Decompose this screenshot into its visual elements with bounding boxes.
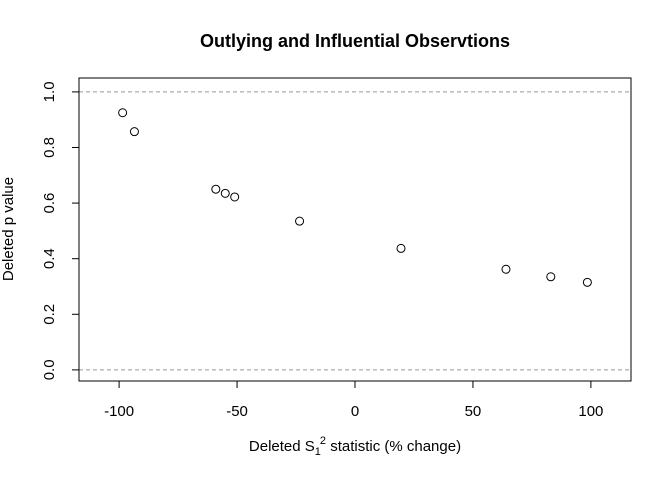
y-tick-label: 1.0 [41, 81, 58, 102]
data-points [118, 108, 592, 287]
x-axis-label-superscript: 2 [320, 435, 326, 447]
y-tick-label: 0.6 [41, 193, 58, 214]
x-tick-label: -100 [104, 403, 134, 420]
data-point [118, 108, 128, 118]
x-tick-label: 50 [465, 403, 482, 420]
data-point [295, 216, 305, 226]
y-tick-label: 0.4 [41, 248, 58, 269]
data-point [211, 184, 221, 194]
data-point [501, 264, 511, 274]
data-point [220, 188, 230, 198]
x-tick-label: -50 [226, 403, 248, 420]
x-axis-label-prefix: Deleted S [249, 438, 315, 455]
x-tick-label: 100 [578, 403, 603, 420]
data-point [546, 272, 556, 282]
data-point [230, 192, 240, 202]
data-point [582, 277, 592, 287]
y-tick-label: 0.0 [41, 359, 58, 380]
y-tick-label: 0.2 [41, 304, 58, 325]
chart-title: Outlying and Influential Observtions [200, 31, 510, 51]
y-axis: 0.0 0.2 0.4 0.6 0.8 1.0 [41, 81, 80, 380]
data-point [129, 127, 139, 137]
y-tick-label: 0.8 [41, 137, 58, 158]
data-point [396, 243, 406, 253]
reference-lines [79, 91, 631, 371]
x-tick-label: 0 [351, 403, 359, 420]
x-axis: -100 -50 0 50 100 [104, 380, 603, 420]
y-axis-label: Deleted p value [0, 177, 17, 281]
x-axis-label-suffix: statistic (% change) [326, 438, 461, 455]
x-axis-label: Deleted S12 statistic (% change) [249, 435, 461, 458]
x-axis-label-subscript: 1 [315, 446, 321, 458]
